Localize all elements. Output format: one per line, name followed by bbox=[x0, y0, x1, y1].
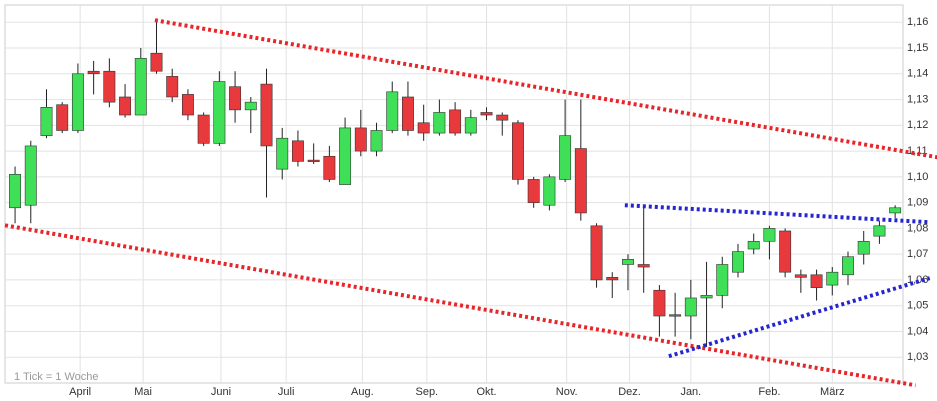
candle-body bbox=[889, 207, 902, 214]
candle-body bbox=[323, 155, 336, 180]
candle-body bbox=[71, 73, 84, 131]
candle-body bbox=[637, 264, 650, 268]
candle-body bbox=[496, 114, 509, 121]
x-tick-label: Nov. bbox=[556, 386, 578, 398]
candle-body bbox=[873, 225, 886, 237]
candle-body bbox=[857, 240, 870, 255]
y-tick-label: 1,14 bbox=[907, 68, 928, 80]
candle-body bbox=[119, 96, 132, 116]
candle-body bbox=[810, 274, 823, 288]
candle-body bbox=[794, 274, 807, 278]
candle-body bbox=[134, 58, 147, 116]
candle-body bbox=[716, 264, 729, 296]
candle-body bbox=[150, 52, 163, 72]
candle-body bbox=[291, 140, 304, 162]
candle-body bbox=[9, 173, 22, 209]
x-tick-label: April bbox=[69, 386, 91, 398]
candle-body bbox=[622, 259, 634, 265]
candle-body bbox=[386, 91, 399, 131]
candle-body bbox=[574, 148, 587, 214]
candle-body bbox=[763, 228, 776, 242]
candle-body bbox=[512, 122, 524, 180]
y-tick-label: 1,03 bbox=[907, 351, 928, 363]
candle-body bbox=[590, 225, 603, 281]
candle-body bbox=[197, 114, 210, 144]
y-tick-label: 1,12 bbox=[907, 119, 928, 131]
x-tick-label: Juni bbox=[211, 386, 231, 398]
candle-body bbox=[417, 122, 430, 134]
candle-body bbox=[87, 70, 100, 75]
candle-body bbox=[543, 176, 556, 206]
candle-body bbox=[103, 70, 116, 103]
y-tick-label: 1,07 bbox=[907, 248, 928, 260]
candle-body bbox=[339, 127, 352, 185]
candle-body bbox=[276, 137, 289, 170]
y-tick-label: 1,09 bbox=[907, 197, 928, 209]
candle-body bbox=[653, 289, 666, 317]
candle-body bbox=[732, 251, 744, 273]
candle-body bbox=[700, 295, 713, 299]
x-tick-label: Feb. bbox=[758, 386, 780, 398]
candle-body bbox=[669, 314, 682, 317]
x-tick-label: Aug. bbox=[351, 386, 374, 398]
candle-body bbox=[307, 159, 320, 162]
y-tick-label: 1,08 bbox=[907, 222, 928, 234]
x-tick-label: Juli bbox=[278, 386, 295, 398]
trend-line bbox=[154, 18, 937, 160]
y-tick-label: 1,13 bbox=[907, 93, 928, 105]
candle-body bbox=[826, 271, 839, 286]
candle-body bbox=[779, 230, 792, 273]
candle-body bbox=[181, 94, 194, 116]
candle-body bbox=[354, 127, 367, 152]
trend-line bbox=[624, 203, 930, 225]
trend-line bbox=[4, 223, 916, 388]
candle-body bbox=[747, 240, 760, 250]
y-tick-label: 1,05 bbox=[907, 300, 928, 312]
x-tick-label: Mai bbox=[134, 386, 152, 398]
y-tick-label: 1,16 bbox=[907, 16, 928, 28]
candle-body bbox=[527, 179, 540, 203]
candle-body bbox=[166, 76, 179, 98]
candle-body bbox=[229, 86, 242, 111]
candle-body bbox=[260, 83, 273, 147]
candle-body bbox=[684, 297, 697, 317]
tick-note: 1 Tick = 1 Woche bbox=[14, 371, 98, 383]
y-tick-label: 1,15 bbox=[907, 42, 928, 54]
candle-body bbox=[606, 277, 619, 281]
x-tick-label: Jan. bbox=[680, 386, 701, 398]
candle-body bbox=[24, 145, 37, 206]
x-tick-label: März bbox=[820, 386, 844, 398]
candle-body bbox=[370, 130, 383, 152]
y-tick-label: 1,10 bbox=[907, 171, 928, 183]
x-tick-label: Sep. bbox=[415, 386, 438, 398]
candle-body bbox=[433, 112, 446, 134]
candle-body bbox=[40, 106, 53, 136]
candle-body bbox=[449, 109, 462, 134]
x-tick-label: Dez. bbox=[618, 386, 641, 398]
candle-body bbox=[401, 96, 414, 131]
candle-body bbox=[56, 104, 69, 131]
candle-body bbox=[213, 81, 226, 144]
candle-body bbox=[244, 101, 257, 111]
candle-body bbox=[480, 112, 493, 116]
candle-body bbox=[464, 117, 477, 134]
candle-body bbox=[559, 135, 572, 180]
x-tick-label: Okt. bbox=[476, 386, 496, 398]
y-tick-label: 1,04 bbox=[907, 325, 928, 337]
candle-body bbox=[842, 256, 854, 276]
